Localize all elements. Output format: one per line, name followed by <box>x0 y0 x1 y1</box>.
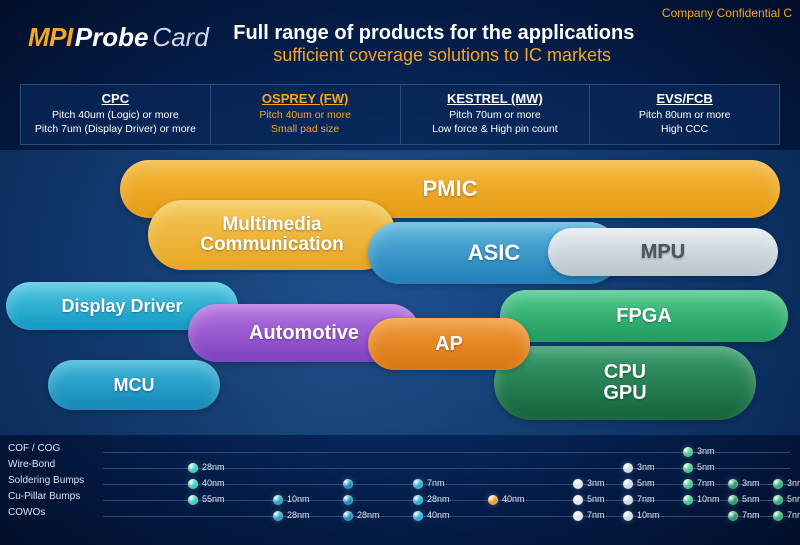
tech-node-dot <box>413 511 423 521</box>
tech-node-label: 28nm <box>287 510 310 520</box>
tech-node-footer: COF / COGWire-BondSoldering BumpsCu-Pill… <box>8 441 800 539</box>
tech-node-label: 7nm <box>637 494 655 504</box>
tech-node-dot <box>728 495 738 505</box>
tech-node-label: 28nm <box>427 494 450 504</box>
tech-node-label: 7nm <box>742 510 760 520</box>
footer-row-label: Wire-Bond <box>8 457 96 473</box>
product-name: CPC <box>25 91 206 106</box>
tech-node-label: 10nm <box>637 510 660 520</box>
logo: MPIProbeCard <box>28 22 209 53</box>
tech-node-dot <box>273 495 283 505</box>
tech-node-label: 5nm <box>697 462 715 472</box>
product-name: KESTREL (MW) <box>405 91 586 106</box>
header: MPIProbeCard Full range of products for … <box>28 22 780 66</box>
product-spec: Pitch 40um (Logic) or more Pitch 7um (Di… <box>25 108 206 136</box>
product-spec: Pitch 70um or more Low force & High pin … <box>405 108 586 136</box>
tech-node-label: 3nm <box>637 462 655 472</box>
tech-node-dot <box>773 479 783 489</box>
product-col-cpc: CPC Pitch 40um (Logic) or more Pitch 7um … <box>21 85 211 144</box>
product-spec: Pitch 40um or more Small pad size <box>215 108 396 136</box>
tech-node-label: 10nm <box>697 494 720 504</box>
tech-node-dot <box>728 511 738 521</box>
tech-node-label: 3nm <box>787 478 800 488</box>
tech-node-dot <box>188 495 198 505</box>
product-col-osprey: OSPREY (FW) Pitch 40um or more Small pad … <box>211 85 401 144</box>
tech-node-dot <box>623 495 633 505</box>
lozenge-ap: AP <box>368 318 530 370</box>
tagline-line2: sufficient coverage solutions to IC mark… <box>273 45 634 66</box>
lozenge-mpu: MPU <box>548 228 778 276</box>
tech-node-dot <box>683 495 693 505</box>
tech-node-label: 5nm <box>587 494 605 504</box>
tech-node-dot <box>683 479 693 489</box>
tech-node-label: 3nm <box>587 478 605 488</box>
tech-node-label: 40nm <box>502 494 525 504</box>
tech-node-dot <box>773 511 783 521</box>
tech-node-label: 28nm <box>202 462 225 472</box>
tech-node-dot <box>343 511 353 521</box>
footer-dots: 28nm 40nm 55nm 10nm 28nm 28nm 7nm 28nm 40nm 40nm 3… <box>103 441 790 537</box>
tech-node-dot <box>343 479 353 489</box>
tech-node-dot <box>623 479 633 489</box>
logo-mpi: MPI <box>28 22 73 52</box>
logo-probe: Probe <box>75 22 149 52</box>
logo-card: Card <box>152 22 208 52</box>
product-spec: Pitch 80um or more High CCC <box>594 108 775 136</box>
product-name: OSPREY (FW) <box>215 91 396 106</box>
tech-node-dot <box>573 511 583 521</box>
tech-node-label: 7nm <box>587 510 605 520</box>
confidential-label: Company Confidential C <box>662 6 792 20</box>
tech-node-dot <box>413 495 423 505</box>
lozenge-fpga: FPGA <box>500 290 788 342</box>
tech-node-label: 5nm <box>787 494 800 504</box>
lozenge-mcu: MCU <box>48 360 220 410</box>
tech-node-label: 7nm <box>787 510 800 520</box>
tech-node-label: 7nm <box>427 478 445 488</box>
product-name: EVS/FCB <box>594 91 775 106</box>
tech-node-dot <box>573 495 583 505</box>
product-col-evs: EVS/FCB Pitch 80um or more High CCC <box>590 85 779 144</box>
tagline: Full range of products for the applicati… <box>233 22 634 66</box>
tagline-line1: Full range of products for the applicati… <box>233 22 634 45</box>
tech-node-label: 40nm <box>202 478 225 488</box>
footer-row-label: Soldering Bumps <box>8 473 96 489</box>
tech-node-label: 28nm <box>357 510 380 520</box>
tech-node-dot <box>488 495 498 505</box>
tech-node-dot <box>623 463 633 473</box>
tech-node-dot <box>623 511 633 521</box>
footer-row-label: COF / COG <box>8 441 96 457</box>
tech-node-dot <box>343 495 353 505</box>
tech-node-label: 40nm <box>427 510 450 520</box>
tech-node-dot <box>188 463 198 473</box>
tech-node-dot <box>413 479 423 489</box>
tech-node-dot <box>573 479 583 489</box>
tech-node-label: 5nm <box>637 478 655 488</box>
lozenge-multimedia-communication: MultimediaCommunication <box>148 200 396 270</box>
lozenge-cpu-gpu: CPUGPU <box>494 346 756 420</box>
footer-row-label: COWOs <box>8 505 96 521</box>
tech-node-label: 3nm <box>742 478 760 488</box>
tech-node-label: 55nm <box>202 494 225 504</box>
application-diagram: PMICMultimediaCommunicationASICMPUDispla… <box>0 150 800 435</box>
tech-node-dot <box>273 511 283 521</box>
tech-node-label: 10nm <box>287 494 310 504</box>
tech-node-dot <box>188 479 198 489</box>
tech-node-dot <box>728 479 738 489</box>
products-row: CPC Pitch 40um (Logic) or more Pitch 7um … <box>20 84 780 145</box>
footer-row-label: Cu-Pillar Bumps <box>8 489 96 505</box>
tech-node-label: 5nm <box>742 494 760 504</box>
tech-node-label: 3nm <box>697 446 715 456</box>
tech-node-dot <box>683 463 693 473</box>
tech-node-label: 7nm <box>697 478 715 488</box>
tech-node-dot <box>683 447 693 457</box>
product-col-kestrel: KESTREL (MW) Pitch 70um or more Low force… <box>401 85 591 144</box>
footer-row-labels: COF / COGWire-BondSoldering BumpsCu-Pill… <box>8 441 96 521</box>
tech-node-dot <box>773 495 783 505</box>
